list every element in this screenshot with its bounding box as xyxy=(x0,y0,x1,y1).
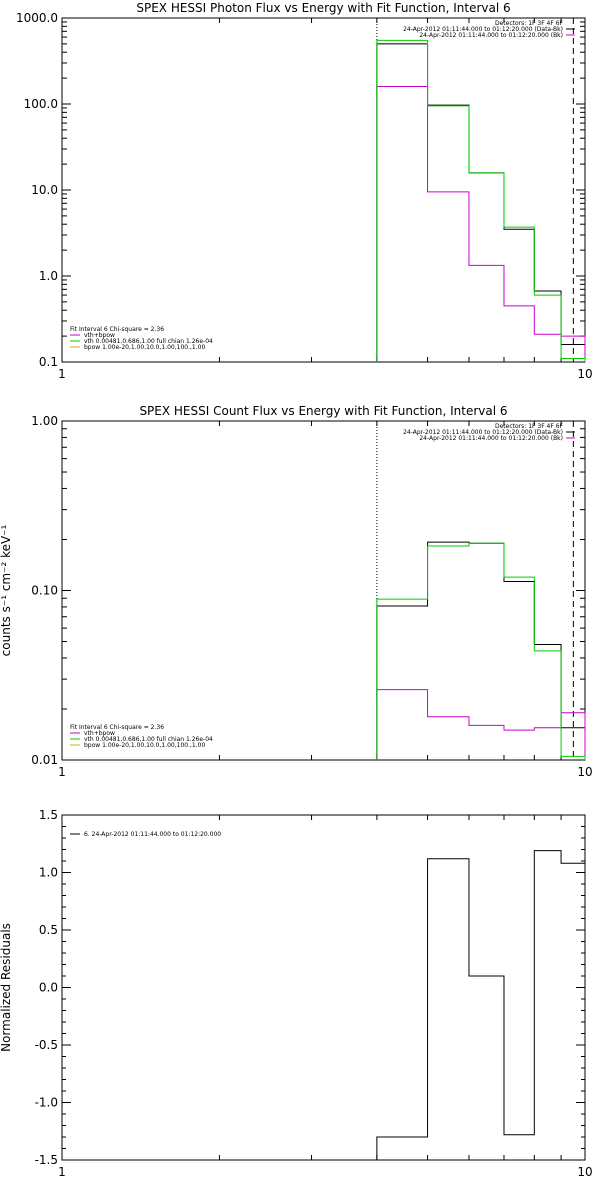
y-tick-label: 0.5 xyxy=(39,923,58,937)
y-tick-label: -0.5 xyxy=(35,1038,58,1052)
x-tick-label: 1 xyxy=(58,1165,66,1179)
legend-line: Detectors: 1F 3F 4F 6F xyxy=(495,20,564,27)
panel-3: -1.5 -1.0 -0.5 0.0 0.5 1.0 1.5 1 10 Normalized Re… xyxy=(0,808,593,1179)
legend-line: 24-Apr-2012 01:11:44.000 to 01:12:20.000… xyxy=(403,26,563,33)
series-fit-1-histogram xyxy=(376,85,586,362)
fit-legend-header: Fit Interval 6 Chi-square = 2.36 xyxy=(70,724,164,731)
fit-legend-item: bpow 1.00e-20,1.00,10.0,1.00,100.,1.00 xyxy=(84,742,205,749)
legend-line: 24-Apr-2012 01:11:44.000 to 01:12:20.000… xyxy=(403,429,563,436)
fit-legend-header: Fit Interval 6 Chi-square = 2.36 xyxy=(70,326,164,333)
y-tick-label: -1.0 xyxy=(35,1096,58,1110)
y-tick-label: 1.0 xyxy=(39,866,58,880)
y-axis-label: Normalized Residuals xyxy=(0,923,13,1052)
y-tick-label: 1.0 xyxy=(39,269,58,283)
y-tick-label: 1000.0 xyxy=(16,11,58,25)
fit-legend-item: bpow 1.00e-20,1.00,10.0,1.00,100.,1.00 xyxy=(84,344,205,351)
series-fit-1-histogram xyxy=(376,689,586,760)
fit-legend-item: vth+bpow xyxy=(84,332,115,339)
plot-frame xyxy=(61,17,586,363)
x-tick-label: 1 xyxy=(58,765,66,779)
y-tick-label: -1.5 xyxy=(35,1153,58,1167)
x-tick-label: 10 xyxy=(577,765,592,779)
fit-legend-item: vth+bpow xyxy=(84,730,115,737)
y-tick-label: 0.1 xyxy=(39,355,58,369)
y-tick-label: 0.10 xyxy=(31,584,58,598)
panel-2: SPEX HESSI Count Flux vs Energy with Fit… xyxy=(0,404,593,779)
plot-frame xyxy=(61,814,586,1161)
legend-line: 6. 24-Apr-2012 01:11:44.000 to 01:12:20.… xyxy=(84,831,221,838)
x-tick-label: 10 xyxy=(577,1165,592,1179)
y-axis-label: counts s⁻¹ cm⁻² keV⁻¹ xyxy=(0,524,13,656)
fit-legend-item: vth 0.00481,0.686,1.00 full chian 1.26e-… xyxy=(84,338,213,345)
fit-legend-item: vth 0.00481,0.686,1.00 full chian 1.26e-… xyxy=(84,736,213,743)
series-data-histogram xyxy=(376,43,586,362)
chart-title: SPEX HESSI Count Flux vs Energy with Fit… xyxy=(139,404,507,418)
y-tick-label: 1.00 xyxy=(31,414,58,428)
chart-title: SPEX HESSI Photon Flux vs Energy with Fi… xyxy=(136,1,510,15)
y-tick-label: 100.0 xyxy=(24,97,58,111)
legend-line: 24-Apr-2012 01:11:44.000 to 01:12:20.000… xyxy=(419,32,563,39)
legend-line: Detectors: 1F 3F 4F 6F xyxy=(495,423,564,430)
y-tick-label: 10.0 xyxy=(31,183,58,197)
x-tick-label: 1 xyxy=(58,367,66,381)
series-fit-2-histogram xyxy=(376,39,586,362)
x-tick-label: 10 xyxy=(577,367,592,381)
plot-frame xyxy=(61,420,586,761)
y-tick-label: 0.0 xyxy=(39,981,58,995)
y-tick-label: 1.5 xyxy=(39,808,58,822)
panel-1: SPEX HESSI Photon Flux vs Energy with Fi… xyxy=(16,1,593,381)
y-tick-label: 0.01 xyxy=(31,753,58,767)
series-fit-2-histogram xyxy=(376,542,586,760)
legend-line: 24-Apr-2012 01:11:44.000 to 01:12:20.000… xyxy=(419,435,563,442)
series-data-histogram xyxy=(376,850,586,1160)
